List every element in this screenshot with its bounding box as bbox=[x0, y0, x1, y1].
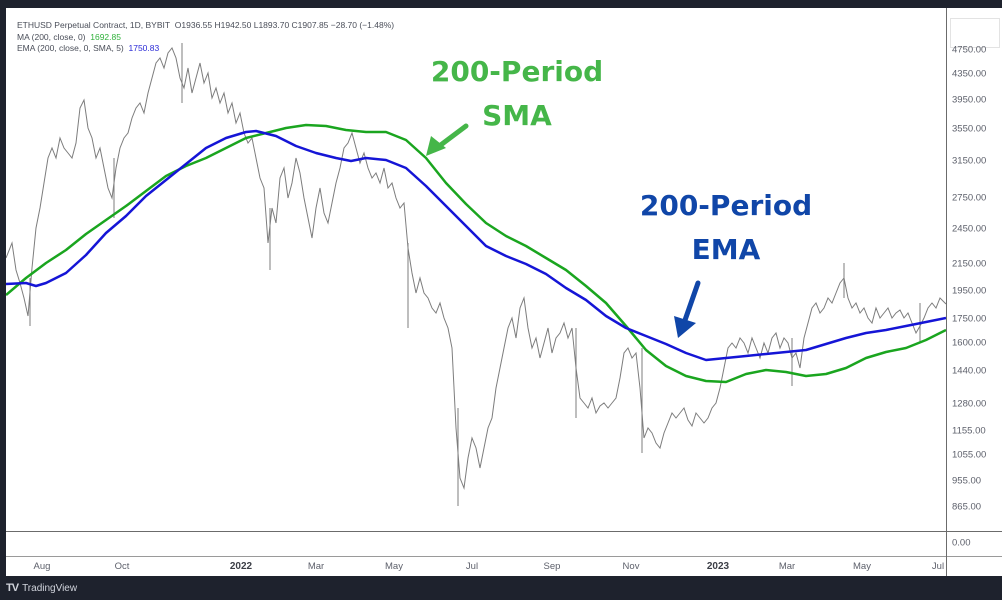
price-tick: 3550.00 bbox=[952, 123, 987, 135]
price-tick: 2150.00 bbox=[952, 258, 987, 270]
price-axis-top-box bbox=[950, 18, 1000, 48]
ma-value: 1692.85 bbox=[90, 31, 121, 42]
candlestick-series bbox=[6, 43, 946, 506]
sma-200-line bbox=[6, 123, 946, 384]
sma-annotation: 200-Period SMA bbox=[424, 50, 610, 138]
ma-label: MA (200, close, 0) bbox=[17, 31, 86, 42]
ema-annotation: 200-Period EMA bbox=[631, 184, 821, 272]
price-tick: 2750.00 bbox=[952, 192, 987, 204]
time-tick: Sep bbox=[543, 561, 561, 572]
tradingview-name: TradingView bbox=[22, 582, 78, 594]
ema-annotation-line2: EMA bbox=[691, 233, 761, 266]
time-tick: Mar bbox=[778, 561, 796, 572]
chart-frame: ETHUSD Perpetual Contract, 1D, BYBIT O19… bbox=[6, 8, 1002, 576]
price-tick: 1750.00 bbox=[952, 313, 987, 325]
ema-annotation-line1: 200-Period bbox=[639, 189, 813, 222]
price-tick: 3950.00 bbox=[952, 94, 987, 106]
tradingview-branding[interactable]: TV TradingView bbox=[6, 578, 77, 598]
price-tick: 1280.00 bbox=[952, 398, 987, 410]
price-tick: 2450.00 bbox=[952, 223, 987, 235]
time-tick: May bbox=[385, 561, 403, 572]
time-tick: Jul bbox=[465, 561, 479, 572]
pane-divider[interactable] bbox=[6, 531, 1002, 532]
tradingview-logo-icon: TV bbox=[6, 582, 19, 594]
sub-pane-tick: 0.00 bbox=[952, 537, 971, 549]
price-tick: 3150.00 bbox=[952, 155, 987, 167]
price-tick: 4350.00 bbox=[952, 68, 987, 80]
sma-annotation-line1: 200-Period bbox=[430, 55, 604, 88]
ema-arrow-icon bbox=[674, 280, 701, 338]
time-tick: Oct bbox=[114, 561, 130, 572]
time-tick: Nov bbox=[622, 561, 640, 572]
price-axis-divider bbox=[946, 8, 947, 576]
chart-legend: ETHUSD Perpetual Contract, 1D, BYBIT O19… bbox=[17, 20, 394, 55]
symbol-title: ETHUSD Perpetual Contract, 1D, BYBIT bbox=[17, 20, 171, 30]
price-pane[interactable] bbox=[6, 8, 946, 531]
legend-ema-row[interactable]: EMA (200, close, 0, SMA, 5) 1750.83 bbox=[17, 43, 394, 55]
time-tick-year: 2022 bbox=[229, 561, 253, 572]
sma-arrow-icon bbox=[426, 123, 469, 156]
price-tick: 865.00 bbox=[952, 501, 982, 513]
price-tick: 1950.00 bbox=[952, 285, 987, 297]
time-tick: Aug bbox=[33, 561, 51, 572]
time-tick: Mar bbox=[307, 561, 325, 572]
ema-value: 1750.83 bbox=[128, 43, 160, 53]
price-tick: 1055.00 bbox=[952, 449, 987, 461]
price-tick: 4750.00 bbox=[952, 44, 987, 56]
price-tick: 1155.00 bbox=[952, 425, 986, 437]
price-tick: 955.00 bbox=[952, 475, 982, 487]
sma-annotation-line2: SMA bbox=[482, 99, 552, 132]
price-chart-svg bbox=[6, 43, 946, 506]
time-tick-year: 2023 bbox=[706, 561, 730, 572]
time-tick: May bbox=[853, 561, 871, 572]
ema-label: EMA (200, close, 0, SMA, 5) bbox=[17, 43, 124, 53]
time-tick: Jul bbox=[931, 561, 945, 572]
price-tick: 1440.00 bbox=[952, 365, 987, 377]
legend-ma-row[interactable]: MA (200, close, 0) 1692.85 bbox=[17, 32, 394, 44]
ohlc-values: O1936.55 H1942.50 L1893.70 C1907.85 −28.… bbox=[174, 20, 395, 30]
time-axis-divider bbox=[6, 556, 1002, 557]
legend-symbol-row: ETHUSD Perpetual Contract, 1D, BYBIT O19… bbox=[17, 20, 394, 32]
ema-200-line bbox=[6, 129, 946, 362]
price-tick: 1600.00 bbox=[952, 337, 987, 349]
